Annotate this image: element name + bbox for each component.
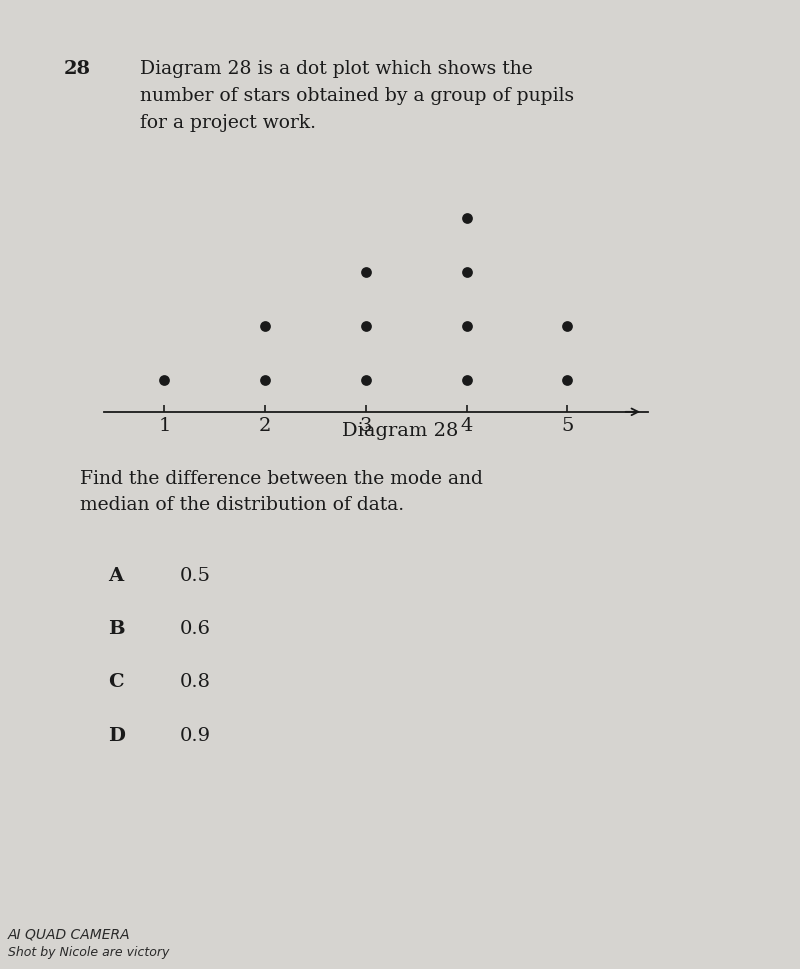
Text: 0.5: 0.5: [180, 567, 211, 585]
Point: [460, 318, 473, 333]
Text: 28: 28: [64, 60, 91, 78]
Point: [158, 372, 171, 388]
Text: C: C: [108, 673, 124, 692]
Text: median of the distribution of data.: median of the distribution of data.: [80, 496, 404, 515]
Point: [359, 372, 372, 388]
Text: B: B: [108, 620, 125, 639]
Text: 0.9: 0.9: [180, 727, 211, 745]
Point: [359, 265, 372, 280]
Text: number of stars obtained by a group of pupils: number of stars obtained by a group of p…: [140, 87, 574, 106]
Point: [561, 372, 574, 388]
Text: D: D: [108, 727, 125, 745]
Point: [460, 372, 473, 388]
Point: [258, 372, 271, 388]
Text: A: A: [108, 567, 123, 585]
Point: [359, 318, 372, 333]
Point: [258, 318, 271, 333]
Point: [460, 265, 473, 280]
Text: AI QUAD CAMERA: AI QUAD CAMERA: [8, 928, 130, 942]
Text: for a project work.: for a project work.: [140, 114, 316, 133]
Text: Find the difference between the mode and: Find the difference between the mode and: [80, 470, 483, 488]
Text: 0.6: 0.6: [180, 620, 211, 639]
Point: [561, 318, 574, 333]
Text: Shot by Nicole are victory: Shot by Nicole are victory: [8, 947, 170, 959]
Text: 0.8: 0.8: [180, 673, 211, 692]
Text: Diagram 28: Diagram 28: [342, 422, 458, 440]
Text: Diagram 28 is a dot plot which shows the: Diagram 28 is a dot plot which shows the: [140, 60, 533, 78]
Point: [460, 210, 473, 226]
